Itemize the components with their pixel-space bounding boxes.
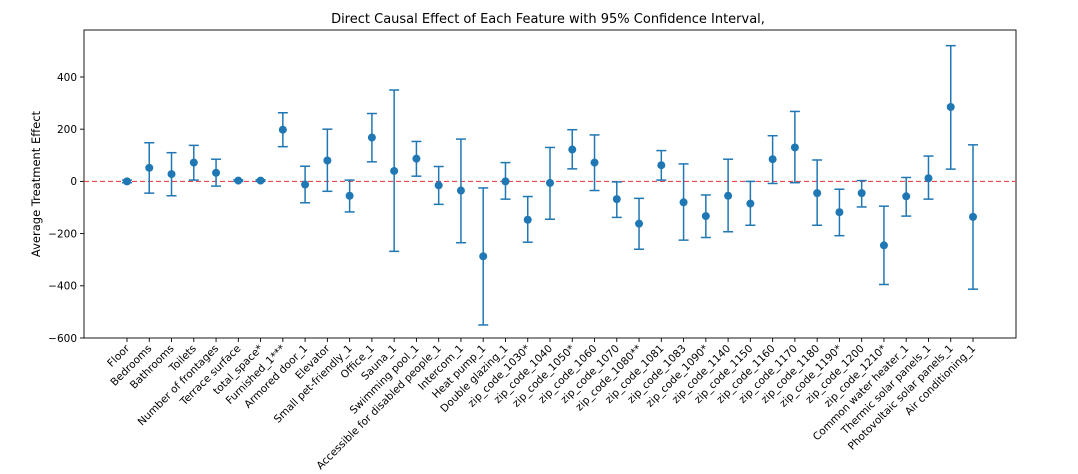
data-point-group	[255, 176, 266, 185]
data-point-group	[545, 146, 555, 220]
data-point	[256, 176, 265, 185]
y-tick-label: −600	[48, 333, 77, 345]
data-point-group	[634, 197, 645, 251]
y-tick-label: 0	[70, 176, 77, 188]
data-point-group	[567, 128, 578, 170]
data-point-group	[656, 149, 667, 181]
data-point-group	[767, 134, 778, 185]
data-point	[657, 161, 666, 170]
data-point-group	[433, 165, 444, 206]
data-point	[790, 143, 799, 152]
data-point-group	[945, 44, 956, 170]
data-point	[635, 219, 644, 228]
data-point-group	[589, 134, 600, 192]
data-point	[701, 212, 710, 221]
data-point-group	[834, 188, 845, 237]
data-point	[924, 174, 933, 183]
data-point-group	[300, 165, 311, 204]
data-point-group	[322, 128, 333, 193]
y-tick-label: −400	[48, 281, 77, 293]
data-point-group	[678, 163, 689, 241]
data-point-group	[389, 89, 400, 253]
data-point-group	[878, 205, 889, 286]
data-point	[323, 156, 332, 165]
data-point-group	[856, 179, 867, 208]
y-axis-label: Average Treatment Effect	[29, 110, 43, 257]
data-point-group	[144, 142, 155, 194]
data-point-group	[233, 176, 244, 185]
data-point	[189, 158, 198, 167]
data-point	[367, 133, 376, 142]
data-point	[768, 155, 777, 164]
data-point	[724, 191, 733, 200]
data-point	[523, 215, 532, 224]
data-point	[434, 181, 443, 190]
data-point	[835, 208, 844, 217]
data-point	[345, 191, 354, 200]
y-tick-label: 200	[57, 124, 77, 136]
data-point-group	[901, 176, 912, 217]
data-point	[746, 199, 755, 208]
data-point-group	[478, 187, 489, 326]
data-point-group	[211, 158, 222, 187]
data-point	[479, 252, 488, 261]
data-point	[546, 178, 554, 187]
data-point-group	[812, 159, 823, 226]
data-point-group	[455, 138, 466, 244]
data-point-group	[166, 151, 177, 197]
data-point-group	[745, 180, 756, 226]
data-point	[590, 158, 599, 167]
data-point	[902, 192, 911, 201]
data-point	[278, 125, 287, 134]
data-point	[412, 154, 421, 163]
data-point	[123, 177, 131, 186]
data-point-group	[789, 110, 800, 184]
data-point	[390, 166, 399, 175]
data-point	[679, 198, 688, 207]
data-point-group	[411, 140, 422, 177]
data-point	[969, 212, 977, 221]
data-point-group	[968, 144, 978, 290]
data-point-group	[500, 161, 511, 200]
data-point-group	[122, 177, 132, 186]
data-point-group	[344, 179, 355, 213]
data-point-group	[723, 158, 734, 233]
data-point-group	[923, 155, 934, 200]
data-point	[167, 170, 176, 179]
data-point	[946, 103, 955, 111]
data-point-group	[366, 112, 377, 163]
data-point	[879, 241, 888, 250]
data-marks	[122, 44, 978, 326]
data-point-group	[700, 194, 711, 239]
data-point	[612, 195, 621, 204]
data-point	[456, 186, 465, 195]
data-point-group	[277, 111, 288, 148]
data-point	[301, 180, 310, 189]
y-axis-ticks: −600 −400 −200 0 200 400	[48, 72, 84, 345]
data-point	[568, 145, 577, 154]
data-point	[813, 189, 822, 198]
data-point	[857, 189, 866, 198]
chart-title: Direct Causal Effect of Each Feature wit…	[331, 12, 765, 27]
data-point	[234, 176, 243, 185]
y-tick-label: −200	[48, 228, 77, 240]
data-point	[501, 177, 510, 186]
data-point-group	[188, 144, 199, 181]
data-point-group	[522, 195, 533, 243]
data-point	[212, 168, 221, 177]
y-tick-label: 400	[57, 72, 77, 84]
data-point-group	[611, 181, 622, 219]
data-point	[145, 163, 154, 172]
